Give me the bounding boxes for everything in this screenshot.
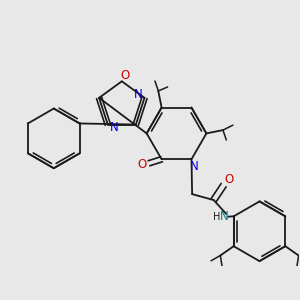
Text: O: O <box>137 158 146 171</box>
Text: O: O <box>224 173 233 186</box>
Text: N: N <box>190 160 199 173</box>
Text: N: N <box>134 88 143 101</box>
Text: H: H <box>213 212 220 222</box>
Text: N: N <box>220 210 229 223</box>
Text: N: N <box>110 122 119 134</box>
Text: O: O <box>121 69 130 82</box>
